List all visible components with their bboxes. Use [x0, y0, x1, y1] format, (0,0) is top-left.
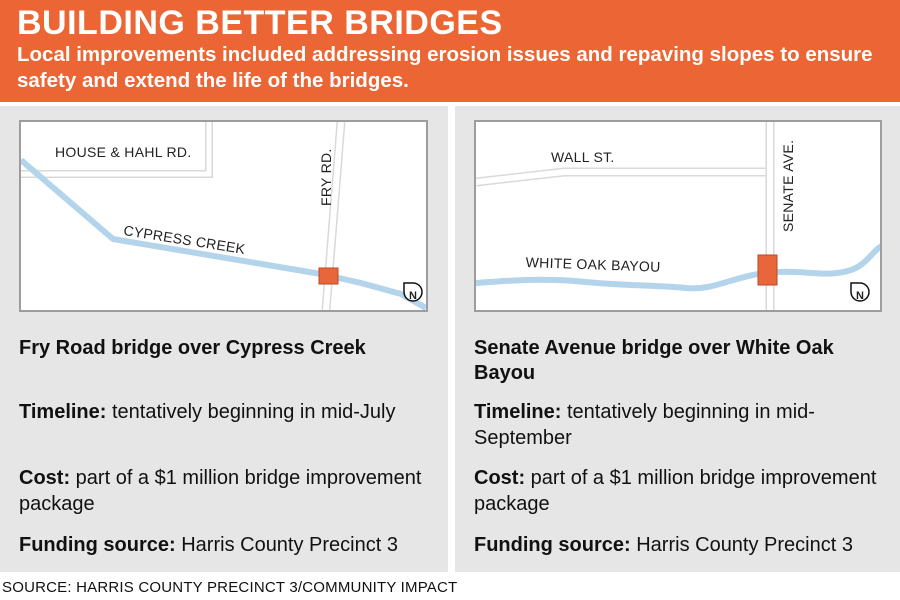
road-house-hahl-fill [21, 122, 212, 177]
road-label-wall: WALL ST. [551, 149, 615, 165]
page-subtitle: Local improvements included addressing e… [17, 43, 873, 92]
north-arrow-icon [403, 282, 423, 302]
source-credit: SOURCE: HARRIS COUNTY PRECINCT 3/COMMUNI… [2, 579, 458, 596]
cost-field: Cost: part of a $1 million bridge improv… [19, 465, 439, 517]
timeline-key: Timeline: [19, 401, 107, 423]
timeline-field: Timeline: tentatively beginning in mid-J… [19, 399, 439, 425]
bridge-marker [757, 254, 778, 286]
header-banner: BUILDING BETTER BRIDGES Local improvemen… [0, 0, 900, 102]
timeline-value: tentatively beginning in mid-September [474, 401, 815, 449]
panel-senate-avenue: WALL ST. SENATE AVE. WHITE OAK BAYOU N S… [455, 106, 900, 572]
bridge-marker [318, 267, 339, 285]
page-title: BUILDING BETTER BRIDGES [17, 4, 503, 42]
cost-key: Cost: [19, 467, 71, 489]
cost-value: part of a $1 million bridge improvement … [474, 467, 877, 515]
north-label: N [856, 290, 865, 302]
funding-value: Harris County Precinct 3 [181, 534, 398, 556]
timeline-field: Timeline: tentatively beginning in mid-S… [474, 399, 894, 451]
funding-key: Funding source: [19, 534, 176, 556]
creek-cypress [21, 157, 426, 310]
road-label-house-hahl: HOUSE & HAHL RD. [55, 144, 192, 160]
road-label-fry: FRY RD. [318, 148, 334, 206]
map-senate-avenue-graphic [476, 122, 880, 310]
road-label-senate: SENATE AVE. [780, 139, 796, 232]
bridge-name: Fry Road bridge over Cypress Creek [19, 337, 366, 359]
funding-value: Harris County Precinct 3 [636, 534, 853, 556]
cost-key: Cost: [474, 467, 526, 489]
bayou-white-oak [476, 244, 880, 292]
north-label: N [409, 290, 418, 302]
funding-key: Funding source: [474, 534, 631, 556]
map-fry-road: HOUSE & HAHL RD. FRY RD. CYPRESS CREEK N [19, 120, 428, 312]
map-fry-road-graphic [21, 122, 426, 310]
cost-field: Cost: part of a $1 million bridge improv… [474, 465, 894, 517]
funding-field: Funding source: Harris County Precinct 3 [474, 532, 894, 558]
bridge-name: Senate Avenue bridge over White Oak Bayo… [474, 337, 834, 384]
funding-field: Funding source: Harris County Precinct 3 [19, 532, 439, 558]
timeline-key: Timeline: [474, 401, 562, 423]
road-wall-fill [476, 169, 768, 185]
timeline-value: tentatively beginning in mid-July [112, 401, 396, 423]
map-senate-avenue: WALL ST. SENATE AVE. WHITE OAK BAYOU N [474, 120, 882, 312]
panel-fry-road: HOUSE & HAHL RD. FRY RD. CYPRESS CREEK N… [0, 106, 448, 572]
cost-value: part of a $1 million bridge improvement … [19, 467, 422, 515]
north-arrow-icon [850, 282, 870, 302]
